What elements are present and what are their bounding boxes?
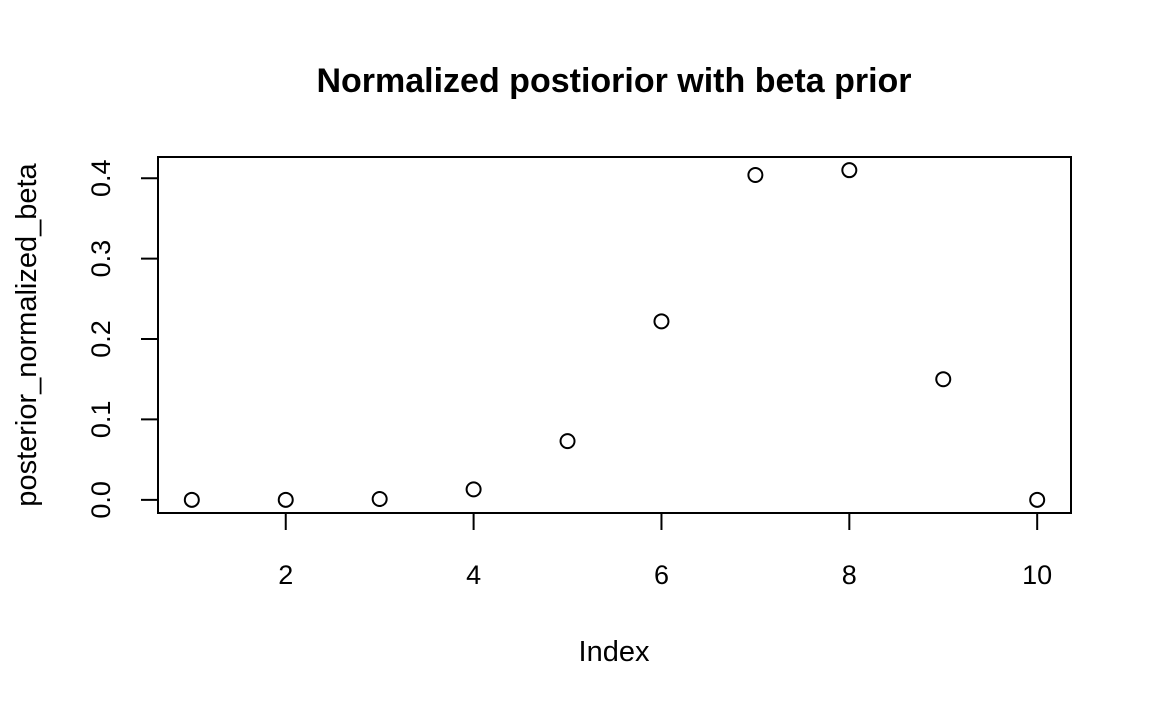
y-axis-label: posterior_normalized_beta [11,162,43,506]
data-point [935,371,952,388]
y-axis: 0.0 0.1 0.2 0.3 0.4 [86,159,158,519]
chart-title: Normalized postiorior with beta prior [316,62,911,100]
x-tick-label: 10 [1022,560,1052,590]
x-tick-label: 6 [654,560,669,590]
y-tick-label: 0.4 [86,159,116,197]
data-point [371,491,388,508]
y-tick-label: 0.1 [86,401,116,439]
y-tick-label: 0.2 [86,320,116,358]
x-tick-label: 8 [842,560,857,590]
x-tick-label: 4 [466,560,481,590]
x-axis-label: Index [579,636,650,668]
x-tick-label: 2 [278,560,293,590]
data-point [1029,491,1046,508]
data-point [465,481,482,498]
x-axis: 2 4 6 8 10 [278,513,1052,590]
data-point [277,491,294,508]
data-point [183,491,200,508]
data-point [841,162,858,179]
y-tick-label: 0.3 [86,240,116,278]
data-point [747,167,764,184]
data-point [559,433,576,450]
plot-frame [157,156,1072,514]
data-point [653,313,670,330]
y-tick-label: 0.0 [86,481,116,519]
data-points [183,162,1046,508]
